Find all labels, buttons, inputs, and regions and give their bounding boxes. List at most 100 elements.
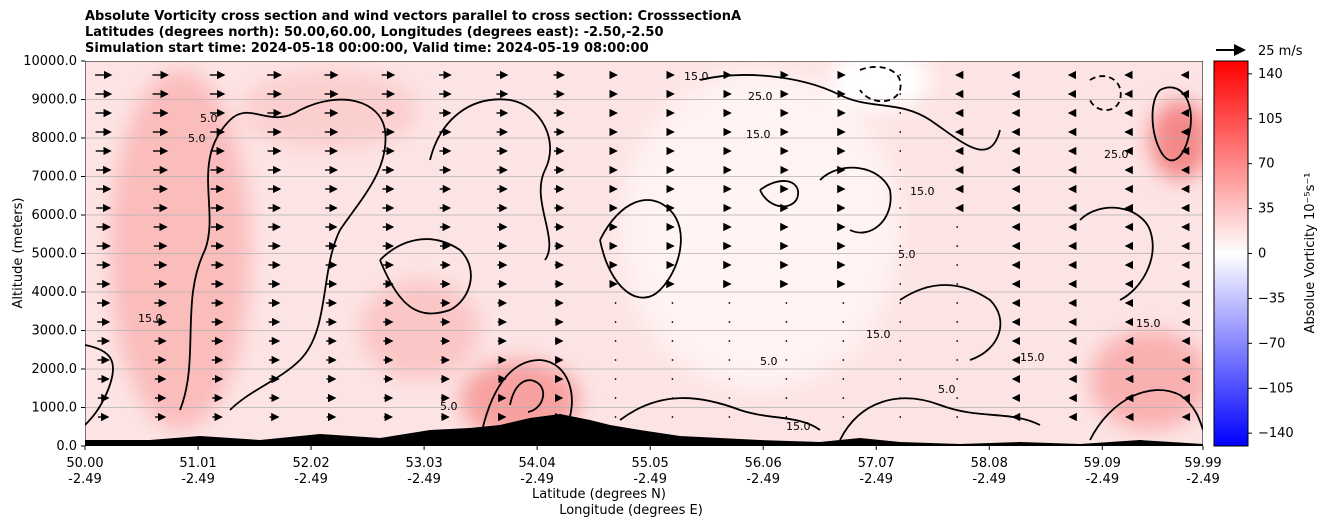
colorbar-tick-label: −70 (1258, 336, 1285, 351)
x-tick-label-longitude: -2.49 (294, 472, 328, 487)
colorbar-tick-label: 105 (1258, 112, 1283, 127)
wind-vector (614, 378, 617, 380)
x-tick-label-latitude: 59.09 (1084, 456, 1121, 471)
contour-label: 5.0 (938, 383, 956, 396)
vorticity-patch (620, 70, 900, 390)
wind-vector (728, 340, 731, 342)
wind-vector (728, 416, 731, 418)
y-tick-label: 5000.0 (32, 247, 78, 262)
colorbar-ticks: −140 −105 −70 −35 0 35 70 105 140 (1248, 67, 1294, 441)
y-tick-label: 9000.0 (32, 93, 78, 108)
wind-vector (614, 397, 617, 399)
contour-line (859, 66, 902, 103)
x-tick-label-latitude: 59.99 (1184, 456, 1221, 471)
contour-line (1089, 389, 1203, 441)
contour-line (599, 199, 682, 299)
y-tick-label: 4000.0 (32, 285, 78, 300)
contour-line (179, 98, 387, 411)
wind-vector (899, 340, 902, 342)
x-tick-label-longitude: -2.49 (68, 472, 102, 487)
contour-label: 15.0 (684, 70, 709, 83)
contour-line (429, 98, 551, 261)
contour-line (899, 284, 1002, 361)
contour-line (1079, 206, 1154, 301)
wind-vector (614, 359, 617, 361)
contour-lines (85, 66, 1203, 441)
wind-vector (728, 321, 731, 323)
wind-vector (842, 302, 845, 304)
x-tick-label-latitude: 56.06 (745, 456, 782, 471)
contour-label: 5.0 (760, 355, 778, 368)
y-tick-label: 0.0 (56, 439, 77, 454)
x-tick-label-longitude: -2.49 (1186, 472, 1220, 487)
wind-vector (728, 302, 731, 304)
wind-vector (728, 397, 731, 399)
wind-vector (956, 378, 959, 380)
vector-key-label: 25 m/s (1258, 44, 1303, 59)
wind-vector (899, 74, 902, 76)
contour-line (509, 379, 545, 413)
wind-vector (899, 207, 902, 209)
plot-area: 5.0 5.0 15.0 15.0 15.0 15.0 5.0 15.0 5.0… (85, 61, 1203, 446)
contour-line (1089, 75, 1122, 112)
colorbar-tick-label: 35 (1258, 202, 1275, 217)
wind-vector (899, 321, 902, 323)
y-tick-label: 1000.0 (32, 401, 78, 416)
contour-labels: 5.0 5.0 15.0 15.0 15.0 15.0 5.0 15.0 5.0… (138, 70, 1161, 433)
wind-vector (671, 340, 674, 342)
colorbar-label: Absolue Vorticity 10⁻⁵s⁻¹ (1303, 173, 1318, 334)
contour-line (619, 397, 821, 431)
wind-vectors (95, 70, 1191, 422)
x-tick-label-longitude: -2.49 (633, 472, 667, 487)
wind-vector (899, 397, 902, 399)
vorticity-patch (830, 61, 930, 110)
wind-vector (956, 359, 959, 361)
wind-vector (785, 416, 788, 418)
wind-vector (785, 397, 788, 399)
wind-vector (899, 302, 902, 304)
x-tick-label-latitude: 51.01 (179, 456, 216, 471)
wind-vector (842, 321, 845, 323)
contour-line (479, 359, 573, 441)
wind-vector (899, 112, 902, 114)
wind-vector (899, 378, 902, 380)
y-axis: 0.0 1000.0 2000.0 3000.0 4000.0 5000.0 6000.0 7… (23, 54, 85, 454)
x-tick-label-longitude: -2.49 (520, 472, 554, 487)
contour-line (699, 74, 1001, 151)
wind-vector (614, 416, 617, 418)
y-tick-label: 10000.0 (23, 54, 77, 69)
wind-vector (956, 397, 959, 399)
x-axis-label-longitude: Longitude (degrees E) (559, 503, 703, 518)
contour-label: 5.0 (188, 132, 206, 145)
wind-vector (956, 264, 959, 266)
x-tick-label-latitude: 58.08 (971, 456, 1008, 471)
vorticity-patch (1150, 100, 1203, 180)
y-tick-label: 7000.0 (32, 170, 78, 185)
contour-label: 5.0 (440, 400, 458, 413)
wind-vector (842, 397, 845, 399)
x-tick-label-latitude: 55.05 (632, 456, 669, 471)
x-axis-label-latitude: Latitude (degrees N) (532, 487, 666, 502)
x-tick-label-longitude: -2.49 (407, 472, 441, 487)
y-tick-label: 8000.0 (32, 131, 78, 146)
x-tick-label-longitude: -2.49 (859, 472, 893, 487)
colorbar-tick-label: −105 (1258, 381, 1294, 396)
contour-label: 15.0 (910, 185, 935, 198)
title-line-2: Latitudes (degrees north): 50.00,60.00, … (85, 25, 664, 40)
wind-vector (899, 226, 902, 228)
x-tick-label-latitude: 52.02 (292, 456, 329, 471)
colorbar: −140 −105 −70 −35 0 35 70 105 140 Absolue Vortic… (1213, 60, 1318, 447)
wind-vector (614, 321, 617, 323)
wind-vector (956, 283, 959, 285)
contour-label: 15.0 (138, 312, 163, 325)
x-tick-label-longitude: -2.49 (746, 472, 780, 487)
wind-vector (614, 340, 617, 342)
contour-label: 25.0 (1104, 148, 1129, 161)
wind-vector (842, 416, 845, 418)
x-tick-label-latitude: 54.04 (519, 456, 556, 471)
wind-vector (842, 378, 845, 380)
x-tick-label-latitude: 53.03 (405, 456, 442, 471)
wind-vector (899, 416, 902, 418)
wind-vector (785, 302, 788, 304)
x-tick-label-longitude: -2.49 (972, 472, 1006, 487)
